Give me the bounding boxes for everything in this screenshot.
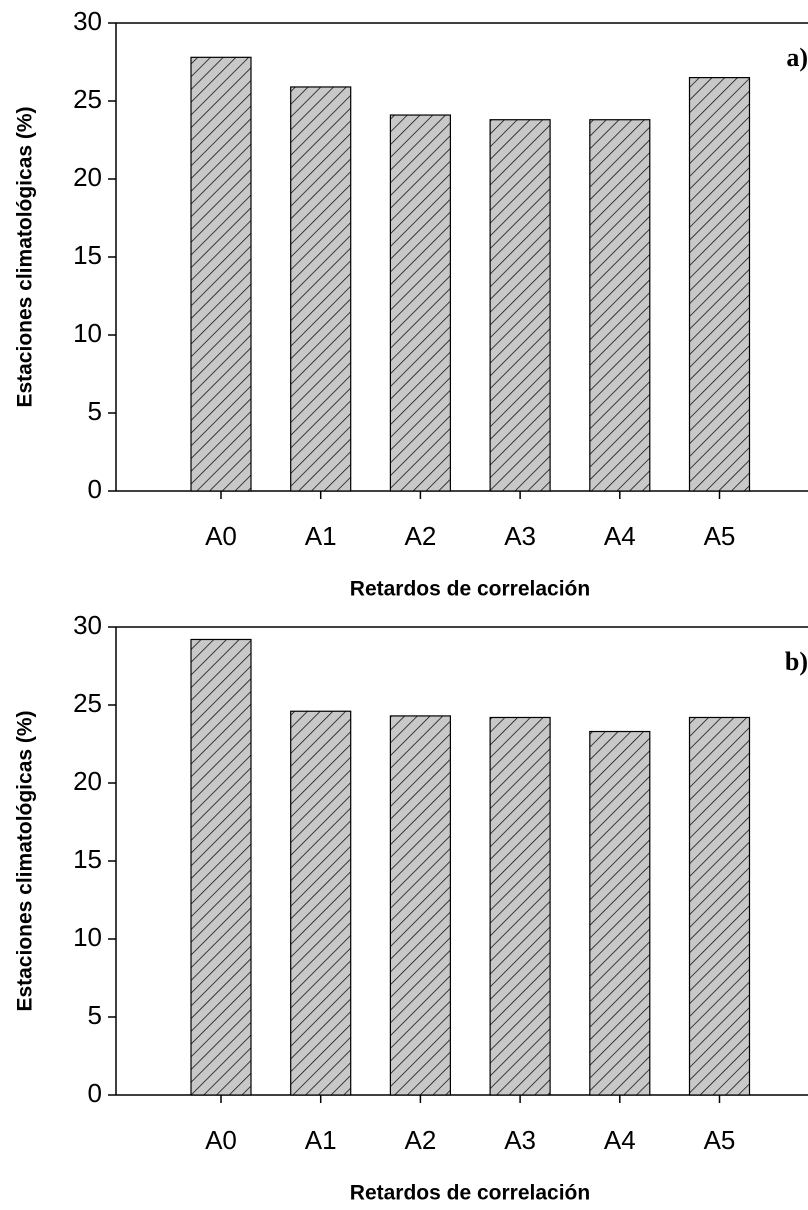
bar — [688, 76, 751, 492]
x-tick-label: A5 — [704, 521, 736, 551]
x-tick-label: A1 — [305, 1125, 337, 1155]
y-tick-label: 10 — [73, 922, 102, 952]
x-tick-label: A3 — [504, 1125, 536, 1155]
x-tick-label: A5 — [704, 1125, 736, 1155]
y-tick-label: 15 — [73, 844, 102, 874]
y-tick-label: 5 — [88, 1000, 102, 1030]
y-axis-label: Estaciones climatológicas (%) — [14, 710, 37, 1011]
x-axis-label: Retardos de correlación — [350, 1182, 590, 1205]
x-tick-label: A2 — [404, 521, 436, 551]
bar — [190, 56, 252, 492]
x-tick-label: A4 — [604, 521, 636, 551]
y-tick-label: 0 — [88, 474, 102, 504]
y-axis-label: Estaciones climatológicas (%) — [14, 106, 37, 407]
y-tick-label: 25 — [73, 84, 102, 114]
x-tick-label: A0 — [205, 521, 237, 551]
bar — [290, 86, 352, 492]
x-tick-label: A4 — [604, 1125, 636, 1155]
y-tick-label: 20 — [73, 162, 102, 192]
x-tick-label: A2 — [404, 1125, 436, 1155]
bar — [389, 715, 451, 1096]
y-tick-label: 10 — [73, 318, 102, 348]
bar — [489, 119, 551, 492]
bar — [290, 710, 352, 1096]
y-tick-label: 20 — [73, 766, 102, 796]
bar — [489, 716, 551, 1096]
x-tick-label: A3 — [504, 521, 536, 551]
bar — [688, 716, 751, 1096]
y-tick-label: 25 — [73, 688, 102, 718]
x-tick-label: A1 — [305, 521, 337, 551]
panel-label: a) — [786, 43, 808, 72]
bar — [589, 730, 651, 1096]
bar — [389, 114, 451, 492]
panel-label: b) — [785, 647, 808, 676]
x-tick-label: A0 — [205, 1125, 237, 1155]
y-tick-label: 0 — [88, 1078, 102, 1108]
x-axis-label: Retardos de correlación — [350, 578, 590, 601]
y-tick-label: 30 — [73, 610, 102, 640]
bar — [589, 119, 651, 492]
y-tick-label: 15 — [73, 240, 102, 270]
y-tick-label: 5 — [88, 396, 102, 426]
y-tick-label: 30 — [73, 6, 102, 36]
bar — [190, 638, 252, 1096]
